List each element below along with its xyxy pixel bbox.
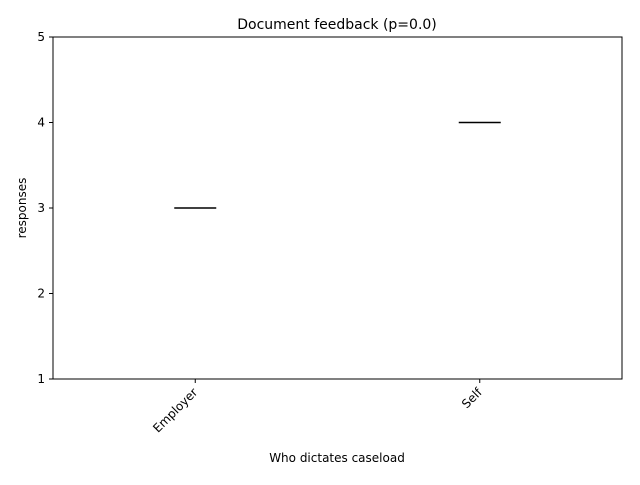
x-tick-label: Self xyxy=(459,385,485,411)
y-axis: 1 2 3 4 5 xyxy=(37,30,53,386)
y-tick-label: 2 xyxy=(37,287,45,301)
x-tick-label: Employer xyxy=(150,385,200,435)
y-tick-label: 1 xyxy=(37,372,45,386)
y-tick-label: 3 xyxy=(37,201,45,215)
y-tick-label: 5 xyxy=(37,30,45,44)
plot-area xyxy=(174,121,501,209)
y-axis-label: responses xyxy=(15,178,29,239)
chart-title: Document feedback (p=0.0) xyxy=(237,17,437,33)
x-axis: Employer Self xyxy=(150,379,485,435)
x-axis-label: Who dictates caseload xyxy=(269,451,405,465)
y-tick-label: 4 xyxy=(37,116,45,130)
axes-frame xyxy=(52,36,623,380)
